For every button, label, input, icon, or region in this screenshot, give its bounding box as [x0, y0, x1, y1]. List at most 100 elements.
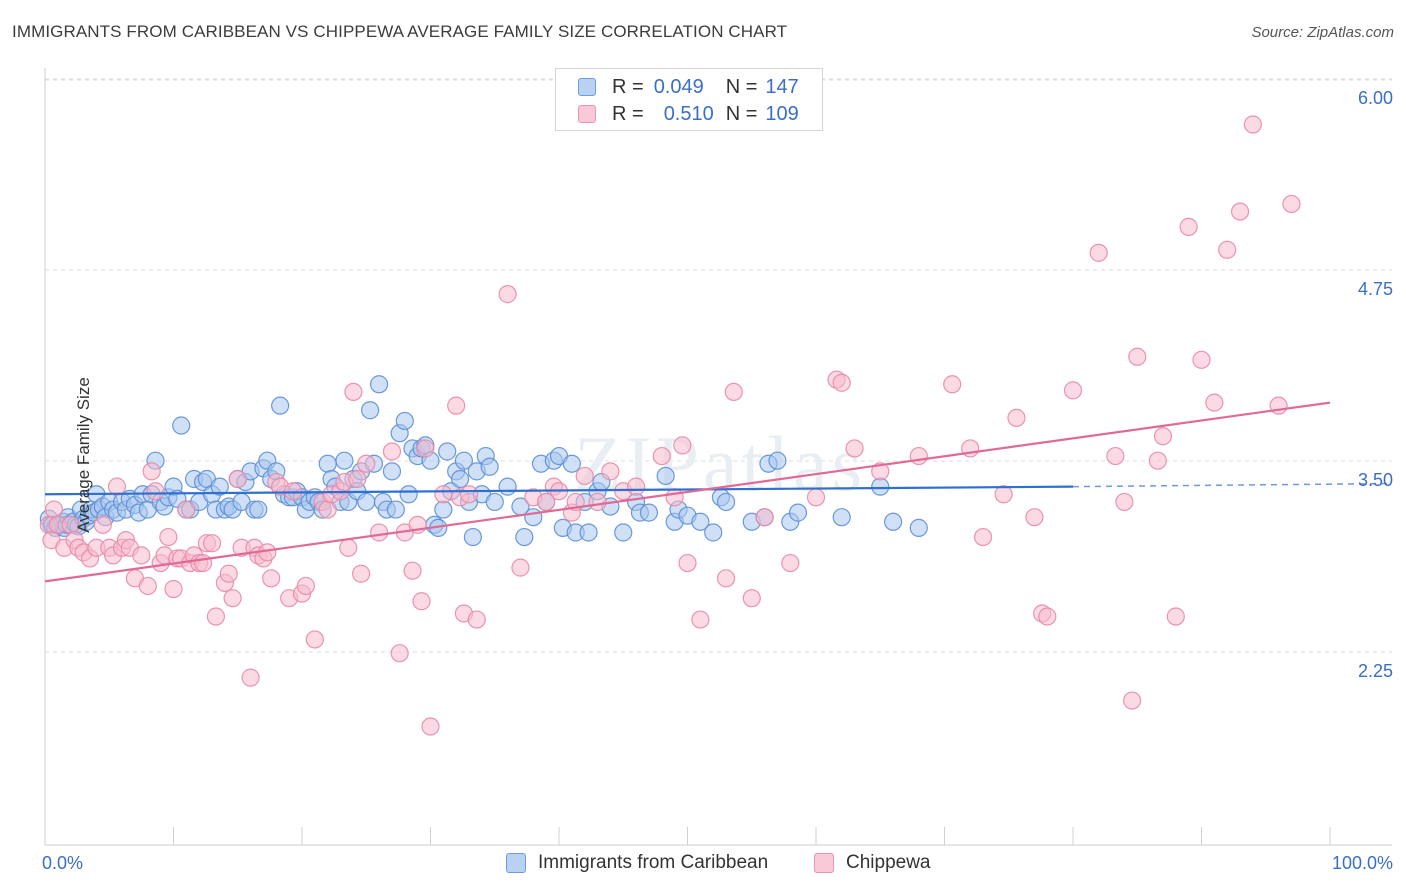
- data-point: [588, 492, 607, 512]
- data-point: [515, 527, 534, 547]
- data-point: [1243, 115, 1263, 134]
- data-point: [1166, 607, 1185, 626]
- series-immigrants-from-caribbean: [39, 375, 928, 547]
- data-point: [1148, 451, 1167, 470]
- legend-r-label: R =: [612, 75, 644, 98]
- grid-lines: [45, 78, 1392, 653]
- data-point: [943, 375, 962, 394]
- data-point: [1153, 427, 1173, 446]
- data-point: [498, 285, 517, 304]
- data-point: [262, 569, 281, 588]
- data-point: [202, 534, 222, 553]
- data-point: [459, 485, 479, 504]
- data-point: [193, 553, 213, 573]
- data-point: [665, 488, 684, 507]
- data-point: [357, 454, 376, 473]
- data-point: [434, 500, 453, 519]
- data-point: [485, 492, 504, 512]
- data-point: [1063, 381, 1083, 400]
- x-tick-label: 100.0%: [1332, 853, 1393, 873]
- data-point: [370, 523, 389, 542]
- data-point: [601, 462, 620, 481]
- data-point: [210, 477, 229, 496]
- legend-swatch-pink: [578, 105, 596, 123]
- legend-r-value: 0.049: [653, 75, 704, 98]
- data-point: [395, 411, 414, 431]
- data-point: [138, 576, 157, 596]
- chart-title: IMMIGRANTS FROM CARIBBEAN VS CHIPPEWA AV…: [12, 22, 788, 41]
- data-point: [463, 527, 483, 547]
- data-point: [352, 564, 371, 583]
- data-point: [1128, 347, 1147, 366]
- legend-item-label: Chippewa: [846, 852, 931, 873]
- data-point: [403, 561, 422, 580]
- data-point: [1205, 393, 1224, 412]
- data-point: [639, 503, 659, 522]
- data-point: [678, 553, 697, 573]
- data-point: [871, 462, 890, 481]
- data-point: [579, 523, 598, 542]
- data-point: [164, 579, 183, 599]
- data-point: [768, 451, 787, 470]
- data-point: [249, 500, 268, 519]
- data-point: [370, 375, 389, 394]
- data-point: [361, 401, 380, 420]
- data-point: [172, 416, 191, 435]
- trend-line-chippewa: [44, 401, 1331, 583]
- correlation-legend: R = 0.049 N = 147 R = 0.510 N = 109: [555, 68, 823, 131]
- data-point: [93, 515, 112, 534]
- legend-item-caribbean[interactable]: Immigrants from Caribbean: [506, 852, 768, 874]
- y-tick-label: 6.00: [1358, 88, 1393, 108]
- data-point: [382, 442, 402, 461]
- data-point: [450, 469, 470, 489]
- data-point: [832, 373, 851, 392]
- legend-item-chippewa[interactable]: Chippewa: [814, 852, 931, 874]
- x-tick-label: 0.0%: [42, 853, 83, 873]
- legend-row-chippewa: R = 0.510 N = 109: [578, 101, 799, 127]
- data-point: [909, 446, 928, 466]
- data-point: [1115, 492, 1134, 512]
- data-point: [1106, 446, 1125, 466]
- axes: [44, 68, 1392, 846]
- data-point: [241, 668, 260, 687]
- data-point: [562, 454, 581, 473]
- data-point: [399, 485, 418, 504]
- data-point: [206, 607, 226, 626]
- data-point: [271, 396, 290, 415]
- data-point: [511, 558, 530, 577]
- data-point: [742, 589, 761, 608]
- y-tick-label: 3.50: [1358, 470, 1393, 490]
- data-point: [434, 485, 453, 504]
- data-point: [467, 610, 486, 629]
- legend-swatch-pink: [814, 853, 834, 873]
- data-point: [386, 500, 405, 519]
- data-point: [219, 564, 238, 583]
- legend-r-value: 0.510: [663, 102, 714, 125]
- data-point: [390, 644, 409, 663]
- data-point: [716, 569, 736, 588]
- data-point: [344, 382, 363, 402]
- data-point: [146, 482, 165, 501]
- data-point: [614, 523, 633, 542]
- y-axis-label: Average Family Size: [73, 377, 93, 533]
- data-point: [1038, 607, 1057, 626]
- data-point: [142, 462, 161, 481]
- data-point: [421, 717, 440, 736]
- y-tick-label: 4.75: [1358, 279, 1393, 299]
- data-point: [845, 439, 864, 458]
- data-point: [498, 477, 517, 496]
- data-point: [177, 500, 196, 519]
- data-point: [1025, 508, 1044, 527]
- data-point: [447, 396, 466, 415]
- data-point: [223, 589, 242, 608]
- data-point: [1007, 408, 1026, 427]
- data-point: [724, 382, 743, 402]
- data-point: [107, 477, 127, 496]
- data-point: [691, 610, 710, 629]
- legend-n-label: N =: [725, 102, 758, 125]
- source-label: Source: ZipAtlas.com: [1251, 24, 1394, 41]
- data-point: [348, 469, 367, 489]
- data-point: [1282, 194, 1301, 214]
- legend-swatch-blue: [578, 78, 596, 96]
